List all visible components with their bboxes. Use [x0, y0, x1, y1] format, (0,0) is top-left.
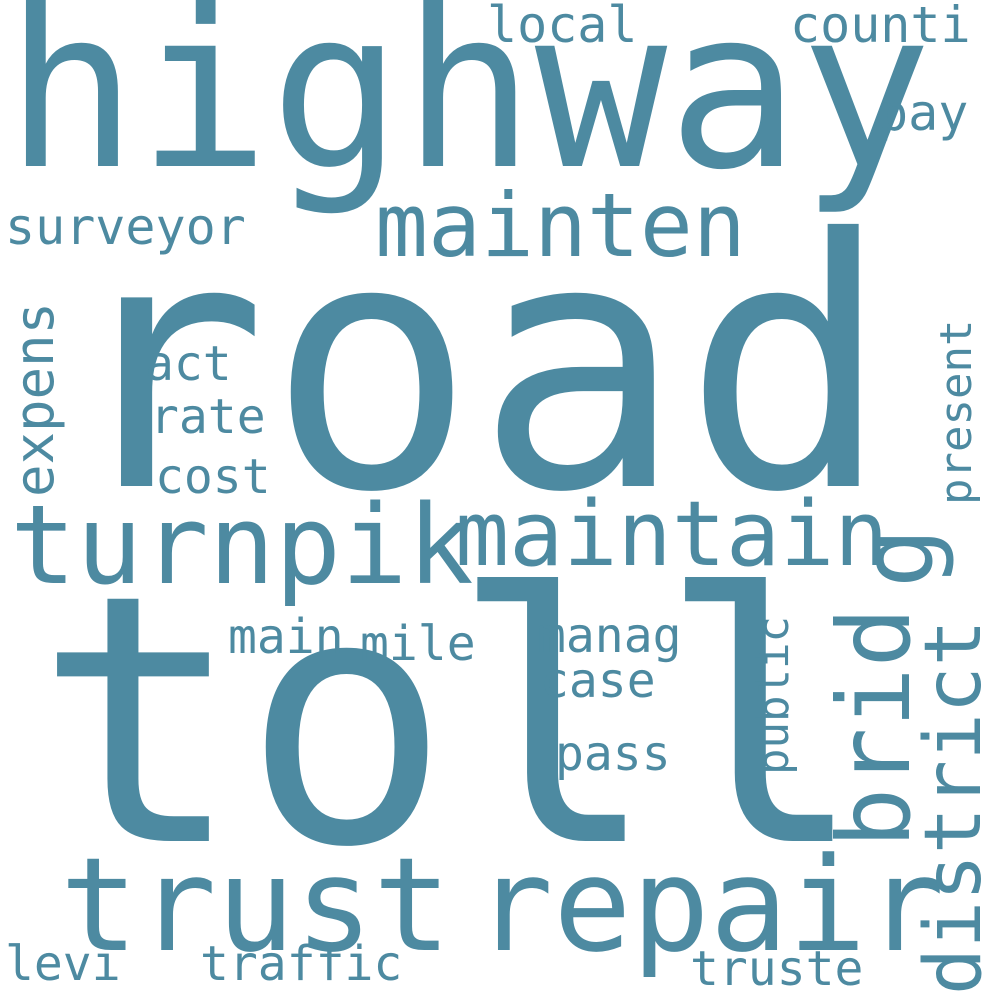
word-act: act [145, 336, 232, 392]
word-mile: mile [360, 616, 476, 672]
word-present: present [931, 319, 982, 505]
word-trust: trust [60, 829, 452, 981]
word-district: district [909, 619, 999, 995]
word-cost: cost [155, 449, 271, 505]
word-g: g [839, 527, 956, 588]
word-toll: toll [35, 522, 866, 923]
word-main: main [228, 609, 344, 665]
word-surveyor: surveyor [5, 198, 246, 256]
word-counti: counti [790, 0, 971, 54]
word-maintain: maintain [455, 482, 889, 587]
word-case: case [540, 653, 656, 709]
word-public: public [748, 616, 799, 775]
word-pass: pass [555, 726, 671, 782]
word-highway: highway [5, 0, 933, 218]
word-repair: repair [475, 829, 945, 981]
word-manag: manag [537, 608, 682, 664]
word-turnpik: turnpik [10, 481, 474, 609]
word-truste: truste [690, 941, 864, 997]
word-expens: expens [3, 301, 66, 497]
word-mainten: mainten [375, 174, 746, 277]
word-rate: rate [150, 389, 266, 445]
word-levi: levi [5, 936, 121, 992]
word-road: road [60, 167, 891, 568]
word-pay: pay [878, 84, 969, 142]
word-traffic: traffic [200, 936, 403, 992]
word-local: local [487, 0, 638, 54]
